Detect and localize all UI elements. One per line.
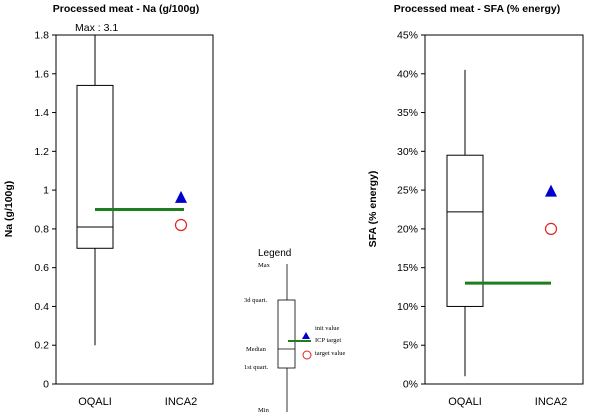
y-tick-label-na: 1 [43,185,49,197]
init-value-marker [175,190,187,203]
y-tick-label-na: 0.4 [34,301,49,313]
legend: Legend Max 3d quart. Median 1st quart. M… [244,248,345,414]
y-tick-label-sfa: 40% [397,68,418,80]
y-tick-label-sfa: 0% [403,379,418,391]
plot-frame-na [55,34,214,385]
chart-title-na: Processed meat - Na (g/100g) [53,3,199,15]
legend-label-target-value: target value [315,350,345,357]
y-tick-label-sfa: 35% [397,107,418,119]
y-tick-label-na: 1.4 [34,107,49,119]
y-tick-label-sfa: 15% [397,262,418,274]
marks-sfa [446,69,558,377]
y-tick-label-na: 1.2 [34,146,49,158]
legend-init-value-marker [302,332,310,339]
legend-label-init-value: init value [315,325,339,332]
x-label-inca2-sfa: INCA2 [535,396,567,408]
y-tick-label-sfa: 30% [397,146,418,158]
legend-label-q3: 3d quart. [244,297,267,304]
chart-title-sfa: Processed meat - SFA (% energy) [394,3,561,15]
plot-frame-sfa [424,34,584,385]
box-iqr [76,84,114,249]
y-tick-label-sfa: 5% [403,340,418,352]
x-label-oqali-sfa: OQALI [448,396,482,408]
init-value-marker [545,184,557,197]
y-tick-label-na: 1.8 [34,30,49,42]
chart-sfa: Processed meat - SFA (% energy) SFA (% e… [367,3,584,408]
y-ticks-na: 0 0.2 0.4 0.6 0.8 1 1.2 1.4 1.6 1.8 [34,30,56,391]
box-iqr [446,154,484,307]
legend-label-max: Max [258,262,271,269]
y-tick-label-sfa: 20% [397,223,418,235]
y-tick-label-na: 0.2 [34,340,49,352]
legend-title: Legend [258,248,291,259]
y-tick-label-na: 0 [43,379,49,391]
legend-label-q1: 1st quart. [244,364,269,371]
marks-na [76,35,188,346]
y-tick-label-sfa: 25% [397,185,418,197]
target-value-marker [544,222,558,235]
legend-box [277,299,296,369]
y-tick-label-na: 1.6 [34,68,49,80]
y-tick-label-sfa: 10% [397,301,418,313]
x-label-inca2-na: INCA2 [165,396,197,408]
y-axis-title-na: Na (g/100g) [3,181,15,238]
y-tick-label-na: 0.8 [34,223,49,235]
legend-label-min: Min [258,407,270,414]
y-tick-label-sfa: 45% [397,30,418,42]
chart-na: Processed meat - Na (g/100g) Na (g/100g)… [3,3,214,408]
max-annotation: Max : 3.1 [75,22,118,34]
target-value-marker [174,218,188,232]
y-tick-label-na: 0.6 [34,262,49,274]
legend-target-value-marker [302,350,312,360]
y-ticks-sfa: 0% 5% 10% 15% 20% 25% 30% 35% 40% 45% [397,30,425,391]
y-axis-title-sfa: SFA (% energy) [367,171,379,248]
x-label-oqali-na: OQALI [78,396,112,408]
legend-label-median: Median [246,346,267,353]
legend-label-icp-target: ICP target [315,337,341,344]
